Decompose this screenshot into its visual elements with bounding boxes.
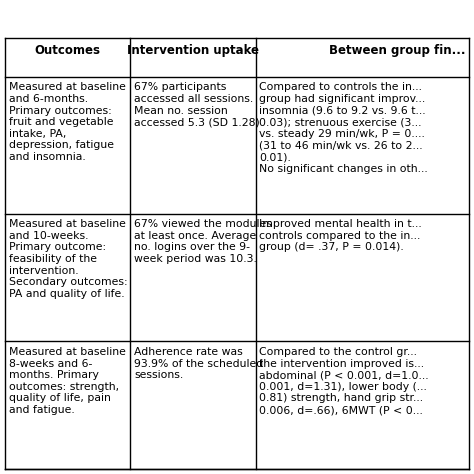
Text: Intervention uptake: Intervention uptake	[127, 44, 259, 56]
Text: Measured at baseline
8-weeks and 6-
months. Primary
outcomes: strength,
quality : Measured at baseline 8-weeks and 6- mont…	[9, 347, 126, 415]
Text: Measured at baseline
and 6-months.
Primary outcomes:
fruit and vegetable
intake,: Measured at baseline and 6-months. Prima…	[9, 82, 126, 162]
Text: Outcomes: Outcomes	[35, 44, 100, 56]
Text: Compared to controls the in...
group had significant improv...
insomnia (9.6 to : Compared to controls the in... group had…	[259, 82, 428, 173]
Text: 67% participants
accessed all sessions.
Mean no. session
accessed 5.3 (SD 1.28): 67% participants accessed all sessions. …	[134, 82, 260, 127]
Text: Compared to the control gr...
the intervention improved is...
abdominal (P < 0.0: Compared to the control gr... the interv…	[259, 347, 429, 415]
Text: Improved mental health in t...
controls compared to the in...
group (d= .37, P =: Improved mental health in t... controls …	[259, 219, 422, 253]
Text: Between group fin...: Between group fin...	[329, 44, 465, 56]
Text: Measured at baseline
and 10-weeks.
Primary outcome:
feasibility of the
intervent: Measured at baseline and 10-weeks. Prima…	[9, 219, 127, 299]
Text: Adherence rate was
93.9% of the scheduled
sessions.: Adherence rate was 93.9% of the schedule…	[134, 347, 263, 380]
Text: 67% viewed the modules
at least once. Average
no. logins over the 9-
week period: 67% viewed the modules at least once. Av…	[134, 219, 272, 264]
